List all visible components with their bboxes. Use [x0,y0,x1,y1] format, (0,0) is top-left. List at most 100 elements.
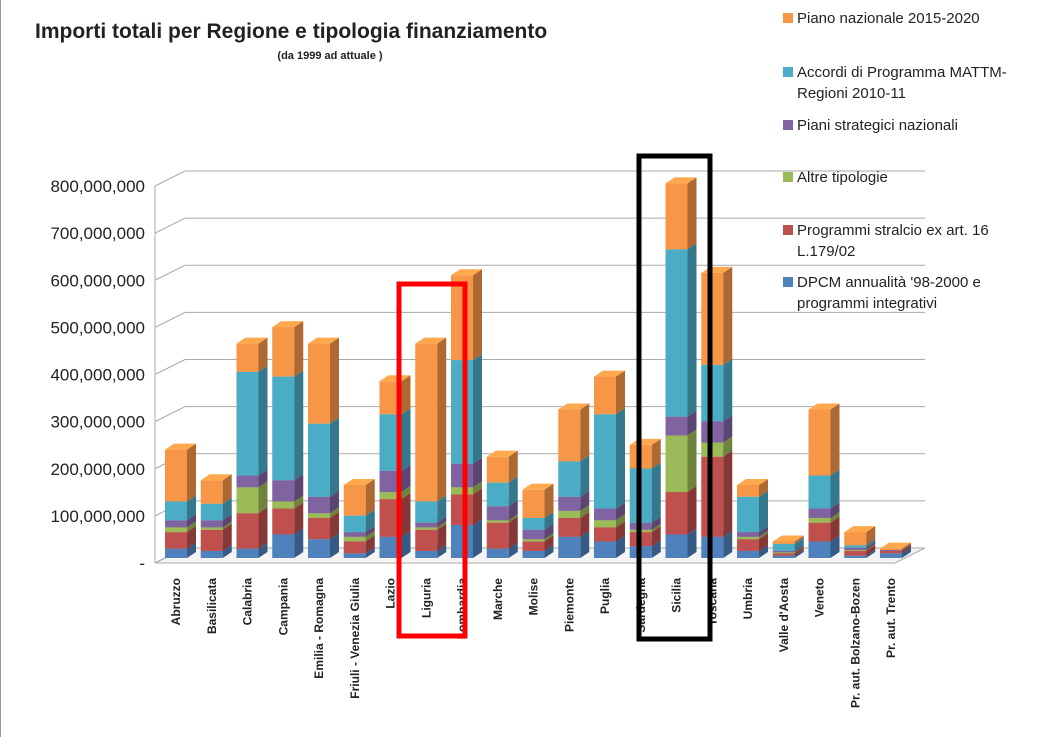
bar-front [343,515,366,533]
bar-front [272,480,295,502]
bar-side [258,481,268,514]
x-tick-label: Liguria [419,578,433,618]
bar-segment [236,365,268,476]
bar-front [880,550,902,554]
highlight-box-black [636,153,713,642]
bar-side [222,474,232,504]
bar-front [808,475,831,509]
bar-front [808,522,831,542]
bar-side [401,530,411,558]
bar-front [308,517,330,540]
bar-segment [701,358,733,422]
bar-side [794,544,804,553]
bar-top [522,483,554,490]
bar-side [365,530,375,542]
bar-front [415,522,438,528]
bar-side [794,547,804,556]
bar-side [544,533,554,542]
bar-front [558,517,581,537]
legend-item: Altre tipologie [783,167,1038,188]
bar-front [486,548,509,558]
bar-top [665,177,697,184]
bar-side [759,533,768,551]
bar-front [236,487,259,514]
bar-front [486,482,509,507]
chart-subtitle: (da 1999 ad attuale ) [277,50,382,62]
bar-side [401,375,411,415]
bar-front [558,536,581,558]
bar-side [401,408,411,471]
bar-side [187,521,196,533]
x-tick-label: Campania [276,578,290,636]
bar-side [759,530,768,540]
grid-line [154,359,925,375]
bar-side [294,528,304,558]
bar-front [772,552,795,554]
bar-segment [558,455,590,497]
bar-front [594,508,616,521]
bar-segment [844,526,876,546]
bar-front [558,461,581,497]
bar-segment [558,403,590,462]
bar-front [415,527,438,530]
bar-front [451,275,473,361]
bar-side [902,547,911,558]
bar-front [665,249,688,417]
bar-front [415,550,438,558]
bar-front [594,541,616,558]
bar-side [294,474,304,502]
bar-side [616,370,625,415]
bar-front [308,496,330,514]
x-tick-label: Pr. aut. Trento [884,578,898,658]
bar-front [272,501,295,509]
y-tick-label: 100,000,000 [50,507,145,526]
bar-segment [772,535,804,544]
bar-front [594,376,616,415]
bar-front [522,539,545,542]
bar-side [723,266,733,365]
grid-line [154,170,925,187]
x-tick-label: Molise [527,578,541,616]
bar-side [473,457,482,488]
bar-front [737,496,759,533]
bar-side [580,504,590,518]
x-tick-label: Puglia [598,578,612,614]
bar-side [830,516,840,542]
bar-top [165,443,196,450]
bar-front [343,541,366,554]
bar-front [880,553,902,558]
bar-side [723,530,733,558]
bar-front [772,550,795,553]
bar-side [508,450,518,483]
bar-side [508,476,518,507]
bar-side [651,516,661,530]
bar-front [165,520,187,528]
bar-segment [200,474,232,504]
bar-side [222,523,232,551]
bar-side [437,337,447,502]
bar-front [379,381,402,415]
bar-side [616,521,625,542]
bar-side [866,539,876,548]
bar-side [687,243,697,417]
legend-swatch [783,120,793,130]
x-tick-label: Pr. aut. Bolzano-Bozen [848,578,862,708]
legend-label: Programmi stralcio ex art. 16 L.179/02 [797,222,989,260]
bar-front [308,343,330,424]
bar-front [808,409,831,476]
x-tick-label: Lazio [384,578,398,609]
bar-side [222,521,232,530]
bar-top [343,478,375,485]
bar-side [258,469,268,488]
bar-front [379,492,402,500]
bar-front [737,532,759,537]
bar-top [737,478,768,485]
bar-front [200,529,223,551]
bar-front [451,525,473,558]
bar-front [880,548,902,550]
bar-segment [236,507,268,549]
bar-side [866,543,876,551]
bar-side [723,415,733,443]
bar-front [379,470,402,493]
